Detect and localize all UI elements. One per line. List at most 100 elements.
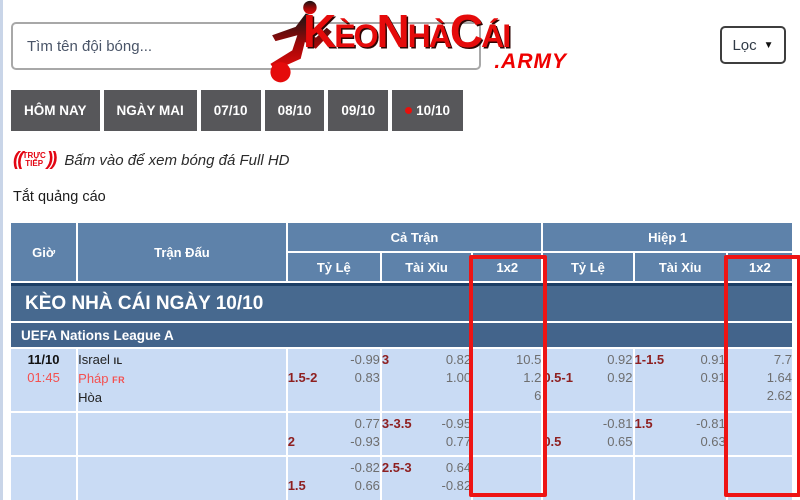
- handicap-line: 1.5-2: [287, 370, 318, 385]
- tab-label: 07/10: [213, 103, 248, 118]
- top-bar: KèoNhàCái .ARMY Lọc ▼: [3, 0, 800, 88]
- odds-value[interactable]: 1.64: [766, 370, 792, 385]
- h1-overunder-cell[interactable]: 1.5 -0.81 0.63: [634, 413, 726, 455]
- odds-value[interactable]: 0.77: [445, 434, 472, 449]
- live-stream-link[interactable]: (( TRỰC TIẾP )) Bấm vào để xem bóng đá F…: [13, 148, 800, 172]
- filter-button[interactable]: Lọc ▼: [720, 26, 786, 64]
- odds-value[interactable]: 0.77: [354, 416, 380, 431]
- col-header-ft-1x2: 1x2: [473, 253, 542, 281]
- col-header-time: Giờ: [11, 223, 77, 281]
- chevron-down-icon: ▼: [763, 39, 774, 51]
- date-tabs: HÔM NAY NGÀY MAI 07/10 08/10 09/10 10/10: [11, 90, 800, 131]
- search-input[interactable]: [11, 22, 481, 70]
- tab-10-10[interactable]: 10/10: [392, 90, 463, 131]
- odds-value[interactable]: 0.91: [700, 352, 726, 367]
- odds-value[interactable]: 0.65: [607, 434, 633, 449]
- draw-label: Hòa: [78, 390, 103, 405]
- odds-value[interactable]: 0.91: [700, 370, 726, 385]
- tab-label: 08/10: [277, 103, 312, 118]
- col-header-ft-overunder: Tài Xỉu: [381, 253, 472, 281]
- ft-1x2-cell: [473, 413, 542, 455]
- odds-value[interactable]: 0.66: [354, 478, 380, 493]
- odds-value[interactable]: -0.93: [350, 434, 380, 449]
- live-badge-icon: (( TRỰC TIẾP )): [13, 149, 58, 171]
- section-title: KÈO NHÀ CÁI NGÀY 10/10: [11, 283, 792, 321]
- away-team: Pháp FR: [78, 370, 286, 389]
- odds-value[interactable]: 0.92: [607, 370, 633, 385]
- live-stream-text[interactable]: Bấm vào để xem bóng đá Full HD: [64, 151, 290, 169]
- handicap-line: 1.5: [634, 416, 653, 431]
- odds-value[interactable]: 0.92: [607, 352, 633, 367]
- match-teams-cell: [78, 457, 286, 500]
- home-team-name: Israel: [78, 352, 110, 367]
- col-header-h1-1x2: 1x2: [727, 253, 792, 281]
- live-badge-paren: ((: [13, 149, 24, 170]
- ft-overunder-cell[interactable]: 3-3.5 -0.95 0.77: [381, 413, 472, 455]
- odds-value[interactable]: 7.7: [773, 352, 792, 367]
- h1-handicap-cell[interactable]: 0.92 0.5-1 0.92: [543, 349, 633, 411]
- odds-value[interactable]: 2.62: [766, 388, 792, 403]
- ft-handicap-cell[interactable]: 0.77 2 -0.93: [287, 413, 380, 455]
- tab-label: 09/10: [341, 103, 376, 118]
- col-group-fulltime: Cả Trận: [287, 223, 542, 251]
- ft-handicap-cell[interactable]: -0.99 1.5-2 0.83: [287, 349, 380, 411]
- col-header-match: Trận Đấu: [78, 223, 286, 281]
- handicap-line: 1-1.5: [634, 352, 665, 367]
- match-time-cell: 11/10 01:45: [11, 349, 77, 411]
- odds-value[interactable]: 10.5: [516, 352, 542, 367]
- ft-overunder-cell[interactable]: 2.5-3 0.64 -0.82: [381, 457, 472, 500]
- odds-table: Giờ Trận Đấu Cả Trận Hiệp 1 Tỷ Lệ Tài Xỉ…: [9, 221, 794, 500]
- odds-row-3: -0.82 1.5 0.66 2.5-3 0.64 -0.82: [11, 457, 792, 500]
- tab-label: NGÀY MAI: [116, 103, 184, 118]
- odds-value[interactable]: 0.64: [445, 460, 472, 475]
- h1-1x2-cell[interactable]: 7.7 1.64 2.62: [727, 349, 792, 411]
- odds-value[interactable]: -0.82: [350, 460, 380, 475]
- odds-value[interactable]: -0.81: [696, 416, 726, 431]
- league-title[interactable]: UEFA Nations League A: [11, 323, 792, 347]
- odds-value[interactable]: 1.00: [445, 370, 472, 385]
- handicap-line: 3: [381, 352, 390, 367]
- h1-1x2-cell: [727, 413, 792, 455]
- ft-overunder-cell[interactable]: 3 0.82 1.00: [381, 349, 472, 411]
- handicap-line: 1.5: [287, 478, 306, 493]
- tab-tomorrow[interactable]: NGÀY MAI: [103, 90, 197, 131]
- match-teams-cell[interactable]: Israel IL Pháp FR Hòa: [78, 349, 286, 411]
- odds-value[interactable]: 0.83: [354, 370, 380, 385]
- odds-value[interactable]: 6: [534, 388, 542, 403]
- match-teams-cell: [78, 413, 286, 455]
- home-team-code: IL: [113, 356, 123, 366]
- filter-button-label: Lọc: [732, 36, 757, 54]
- h1-handicap-cell: [543, 457, 633, 500]
- live-badge-paren: )): [46, 149, 58, 170]
- odds-row-2: 0.77 2 -0.93 3-3.5 -0.95 0.77 -0.81 0.5 0.6…: [11, 413, 792, 455]
- odds-value[interactable]: 1.2: [523, 370, 542, 385]
- odds-value[interactable]: -0.82: [441, 478, 472, 493]
- ft-handicap-cell[interactable]: -0.82 1.5 0.66: [287, 457, 380, 500]
- odds-value[interactable]: -0.99: [350, 352, 380, 367]
- tab-07-10[interactable]: 07/10: [200, 90, 261, 131]
- ft-1x2-cell: [473, 457, 542, 500]
- tab-label: HÔM NAY: [24, 103, 87, 118]
- odds-row-1: 11/10 01:45 Israel IL Pháp FR Hòa -0.99 …: [11, 349, 792, 411]
- home-team: Israel IL: [78, 351, 286, 370]
- col-header-ft-handicap: Tỷ Lệ: [287, 253, 380, 281]
- odds-value[interactable]: -0.81: [602, 416, 633, 431]
- away-team-name: Pháp: [78, 371, 109, 386]
- h1-handicap-cell[interactable]: -0.81 0.5 0.65: [543, 413, 633, 455]
- tab-08-10[interactable]: 08/10: [264, 90, 325, 131]
- match-date: 11/10: [27, 352, 60, 367]
- odds-value[interactable]: 0.63: [700, 434, 726, 449]
- ft-1x2-cell[interactable]: 10.5 1.2 6: [473, 349, 542, 411]
- match-time-cell: [11, 457, 77, 500]
- live-badge-text-top: TRỰC: [22, 151, 46, 160]
- odds-value[interactable]: -0.95: [441, 416, 472, 431]
- tab-today[interactable]: HÔM NAY: [11, 90, 100, 131]
- tab-09-10[interactable]: 09/10: [328, 90, 389, 131]
- odds-value[interactable]: 0.82: [445, 352, 472, 367]
- col-group-halftime: Hiệp 1: [543, 223, 792, 251]
- handicap-line: 3-3.5: [381, 416, 412, 431]
- ads-toggle-link[interactable]: Tắt quảng cáo: [13, 189, 106, 205]
- handicap-line: 0.5-1: [543, 370, 573, 385]
- h1-overunder-cell: [634, 457, 726, 500]
- h1-overunder-cell[interactable]: 1-1.5 0.91 0.91: [634, 349, 726, 411]
